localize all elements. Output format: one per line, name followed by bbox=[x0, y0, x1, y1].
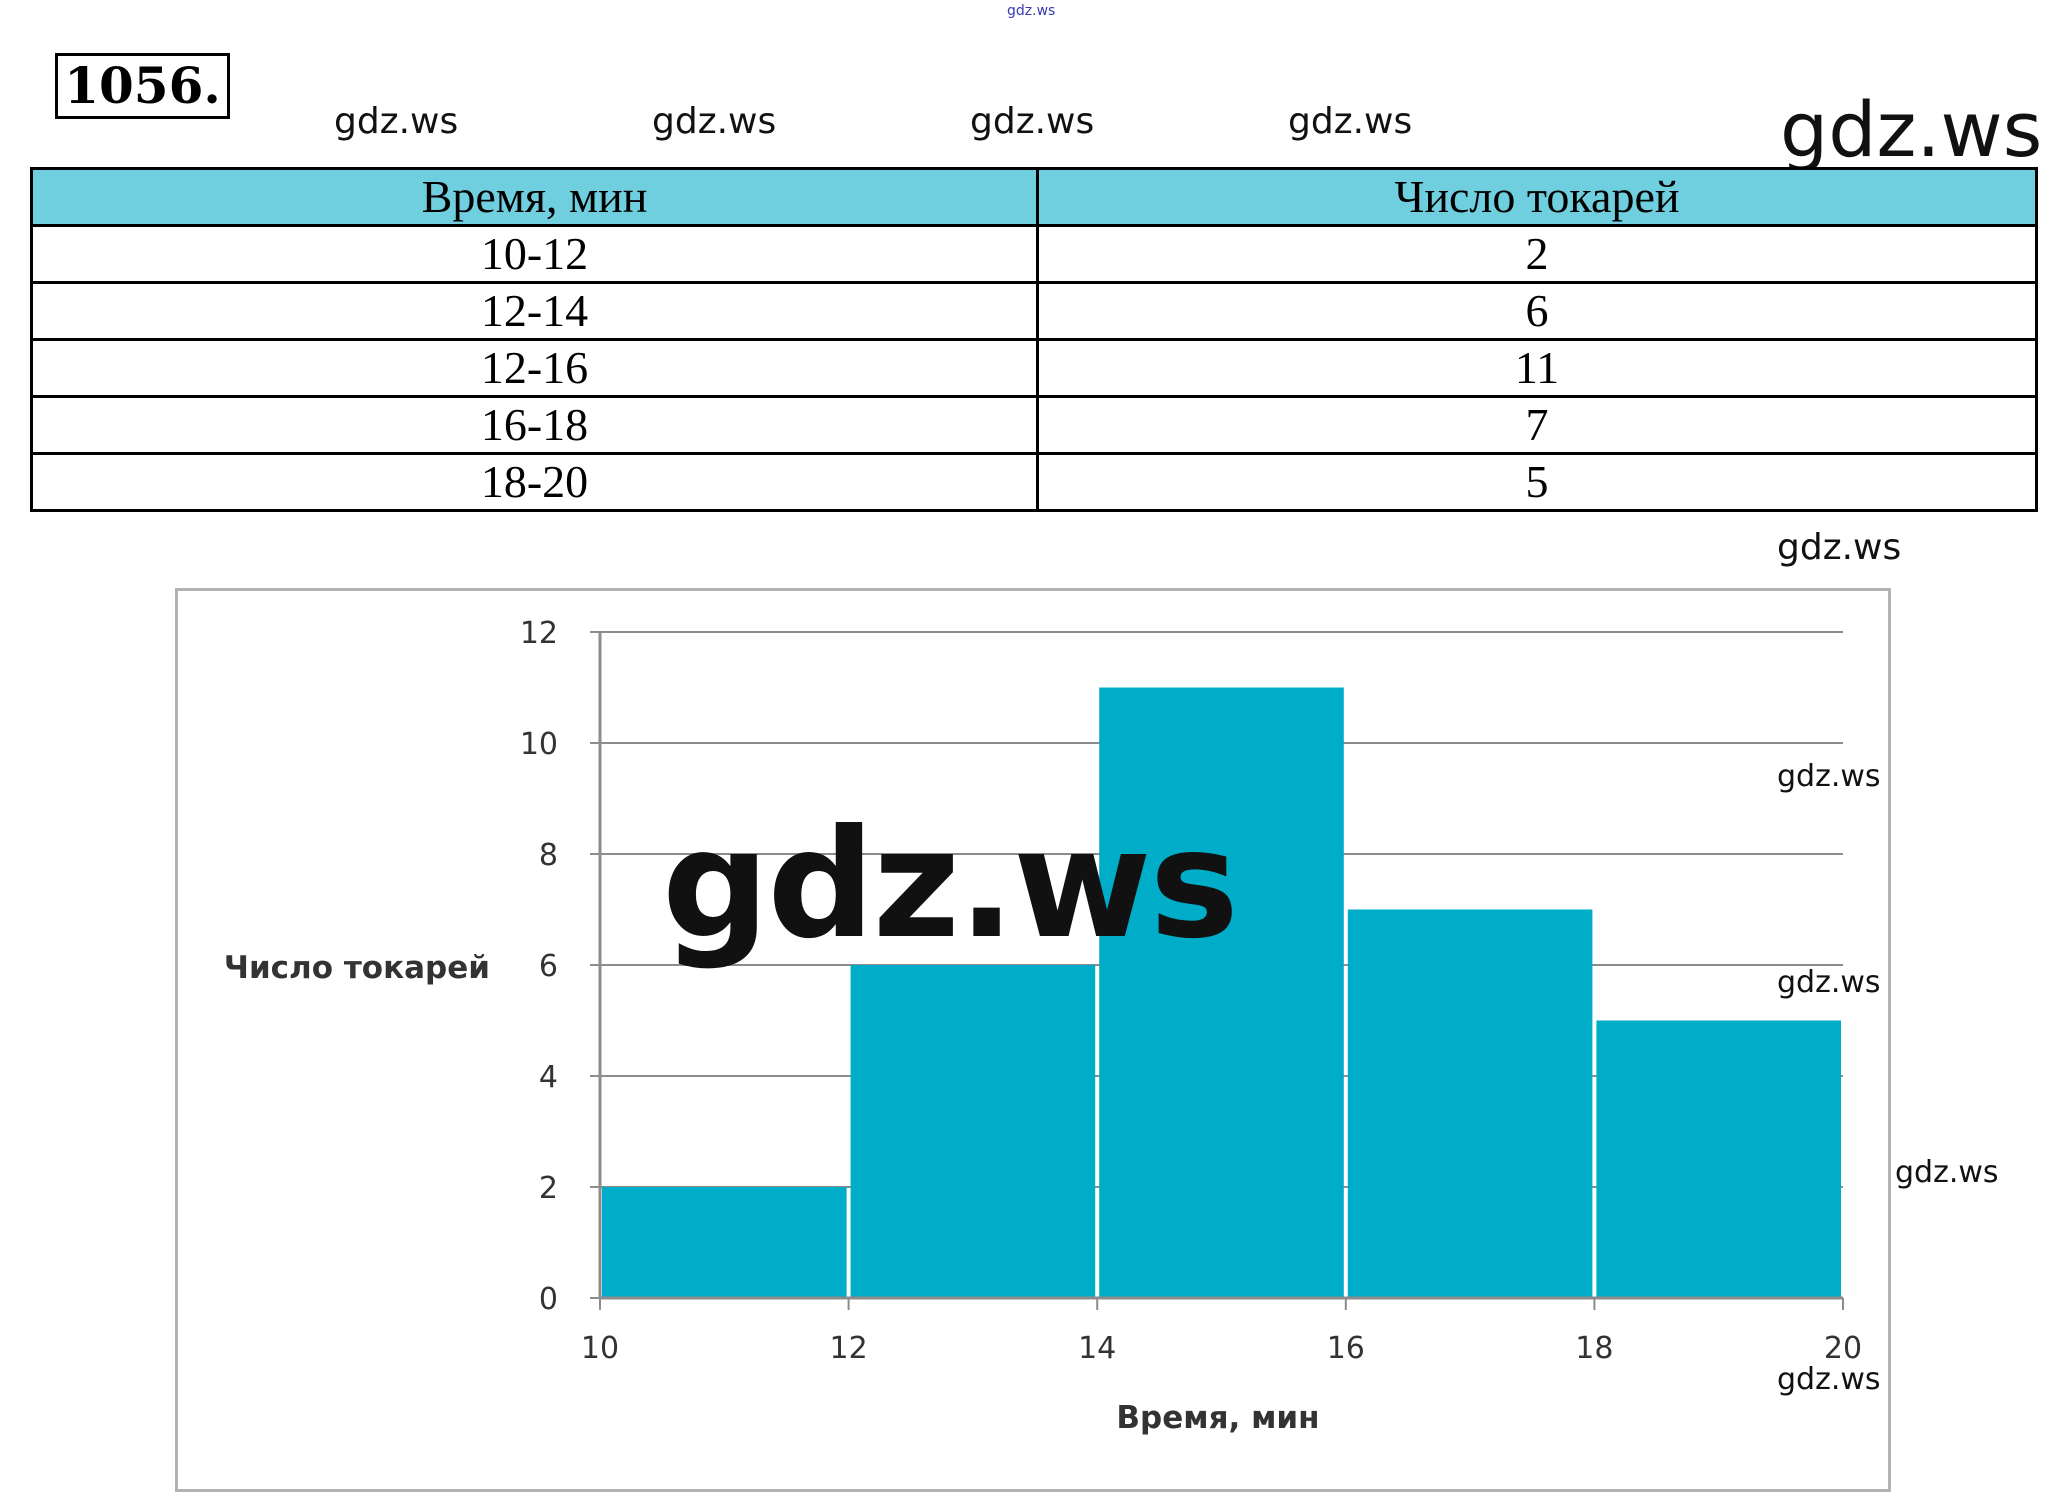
table-cell-count: 7 bbox=[1036, 395, 2038, 455]
watermark: gdz.ws bbox=[1777, 965, 1881, 1000]
y-tick-label: 0 bbox=[539, 1282, 558, 1317]
watermark: gdz.ws bbox=[1895, 1155, 1999, 1190]
histogram-bar bbox=[850, 965, 1096, 1298]
table-cell-interval: 10-12 bbox=[30, 224, 1039, 284]
y-tick-label: 6 bbox=[539, 949, 558, 984]
x-tick-label: 18 bbox=[1575, 1331, 1613, 1366]
table-row: 16-18 7 bbox=[30, 395, 2038, 455]
table-row: 10-12 2 bbox=[30, 224, 2038, 284]
table-header-row: Время, мин Число токарей bbox=[30, 167, 2038, 227]
watermark-large: gdz.ws bbox=[1780, 85, 2043, 174]
x-axis-title: Время, мин bbox=[1116, 1400, 1319, 1436]
watermark: gdz.ws bbox=[652, 101, 777, 142]
table-cell-interval: 12-16 bbox=[30, 338, 1039, 398]
x-tick-label: 10 bbox=[581, 1331, 619, 1366]
x-tick-label: 12 bbox=[830, 1331, 868, 1366]
table-cell-count: 11 bbox=[1036, 338, 2038, 398]
table-header-time: Время, мин bbox=[30, 167, 1039, 227]
y-tick-label: 12 bbox=[520, 616, 558, 651]
watermark-top: gdz.ws bbox=[1007, 3, 1056, 19]
watermark: gdz.ws bbox=[1777, 1362, 1881, 1397]
problem-number: 1056. bbox=[55, 53, 230, 119]
watermark-huge: gdz.ws bbox=[662, 798, 1239, 972]
table-row: 12-14 6 bbox=[30, 281, 2038, 341]
table-header-count: Число токарей bbox=[1036, 167, 2038, 227]
y-tick-label: 4 bbox=[539, 1060, 558, 1095]
frequency-table: Время, мин Число токарей 10-12 2 12-14 6… bbox=[30, 167, 2038, 512]
watermark: gdz.ws bbox=[1777, 759, 1881, 794]
histogram-bar bbox=[1596, 1020, 1841, 1298]
x-tick-label: 14 bbox=[1078, 1331, 1116, 1366]
table-cell-interval: 12-14 bbox=[30, 281, 1039, 341]
watermark: gdz.ws bbox=[334, 101, 459, 142]
watermark: gdz.ws bbox=[1777, 527, 1902, 568]
y-tick-label: 2 bbox=[539, 1171, 558, 1206]
table-cell-interval: 16-18 bbox=[30, 395, 1039, 455]
table-cell-count: 5 bbox=[1036, 452, 2038, 512]
table-cell-count: 2 bbox=[1036, 224, 2038, 284]
histogram-bar bbox=[1347, 909, 1593, 1298]
watermark: gdz.ws bbox=[1288, 101, 1413, 142]
x-tick-label: 20 bbox=[1824, 1331, 1862, 1366]
watermark: gdz.ws bbox=[970, 101, 1095, 142]
x-tick-label: 16 bbox=[1327, 1331, 1365, 1366]
table-cell-interval: 18-20 bbox=[30, 452, 1039, 512]
y-tick-label: 8 bbox=[539, 838, 558, 873]
table-row: 12-16 11 bbox=[30, 338, 2038, 398]
histogram-bar bbox=[1099, 687, 1344, 1298]
y-tick-label: 10 bbox=[520, 727, 558, 762]
y-axis-title: Число токарей bbox=[224, 950, 490, 986]
table-row: 18-20 5 bbox=[30, 452, 2038, 512]
histogram-bar bbox=[602, 1187, 847, 1298]
chart-frame bbox=[175, 588, 1891, 1492]
table-cell-count: 6 bbox=[1036, 281, 2038, 341]
